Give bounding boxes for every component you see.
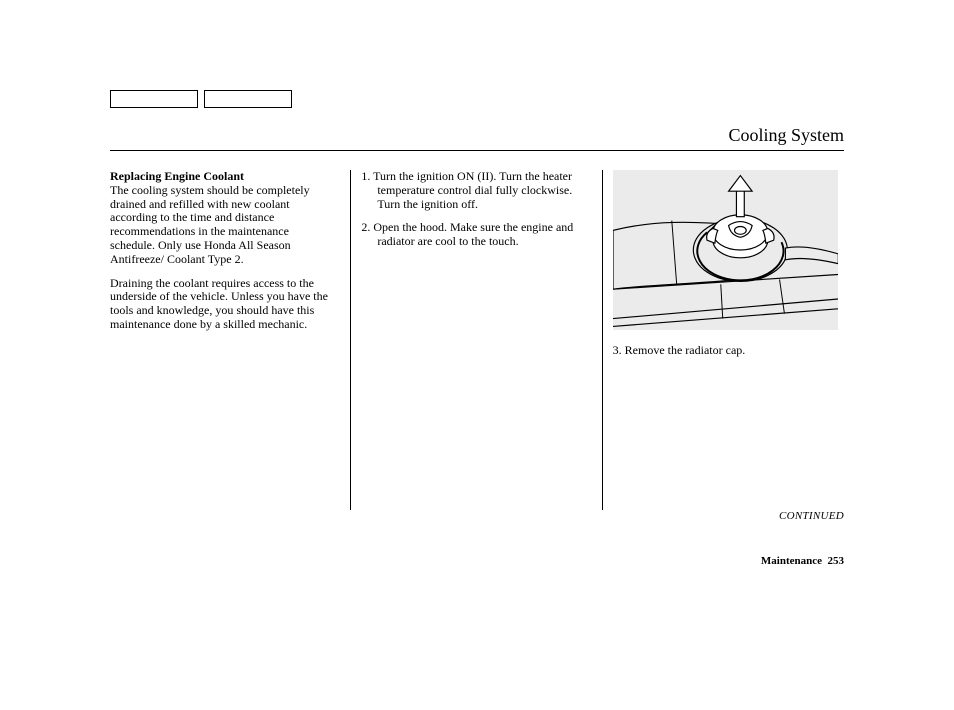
column-1: Replacing Engine Coolant The cooling sys…	[110, 170, 341, 368]
section-subhead: Replacing Engine Coolant	[110, 169, 244, 183]
column-divider	[602, 170, 603, 510]
header-box	[110, 90, 198, 108]
step-number: 1.	[361, 169, 370, 183]
body-text: Draining the coolant requires access to …	[110, 276, 328, 331]
step-text: Turn the ignition ON (II). Turn the heat…	[373, 169, 572, 211]
column-2: 1. Turn the ignition ON (II). Turn the h…	[361, 170, 592, 368]
horizontal-rule	[110, 150, 844, 151]
header-box	[204, 90, 292, 108]
body-text: The cooling system should be completely …	[110, 183, 310, 266]
continued-label: CONTINUED	[779, 510, 844, 522]
page-number: 253	[828, 555, 845, 567]
header-boxes	[110, 90, 292, 108]
column-divider	[350, 170, 351, 510]
footer-section: Maintenance	[761, 555, 822, 567]
step-text: Open the hood. Make sure the engine and …	[373, 220, 573, 248]
column-3: 3. Remove the radiator cap.	[613, 170, 844, 368]
step-text: Remove the radiator cap.	[625, 343, 746, 357]
page-title: Cooling System	[110, 125, 844, 146]
page-footer: Maintenance 253	[761, 555, 844, 567]
step-item: 1. Turn the ignition ON (II). Turn the h…	[361, 170, 586, 211]
step-number: 3.	[613, 343, 622, 357]
engine-illustration-icon	[613, 170, 838, 330]
step-item: 3. Remove the radiator cap.	[613, 344, 838, 358]
step-number: 2.	[361, 220, 370, 234]
paragraph: Draining the coolant requires access to …	[110, 277, 335, 332]
radiator-cap-diagram	[613, 170, 838, 330]
paragraph: Replacing Engine Coolant The cooling sys…	[110, 170, 335, 267]
step-item: 2. Open the hood. Make sure the engine a…	[361, 221, 586, 249]
